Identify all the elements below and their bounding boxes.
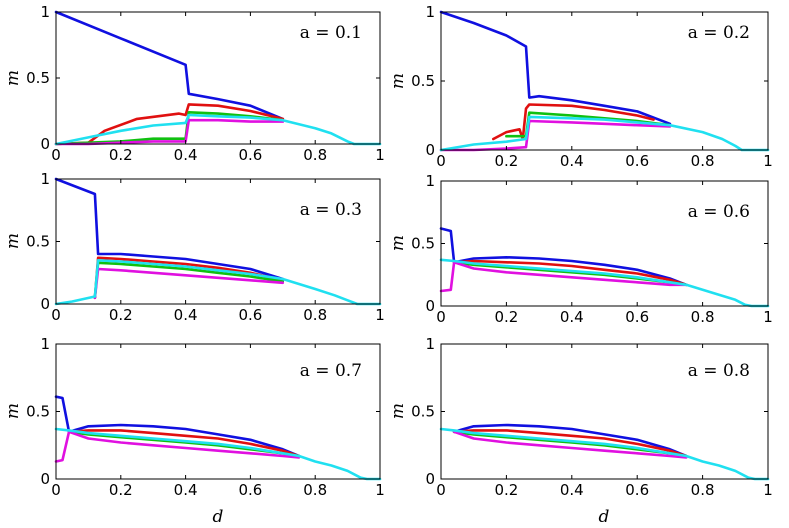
x-tick-label: 0.6 — [238, 481, 262, 499]
x-tick-label: 0.4 — [174, 306, 198, 324]
series-line-red — [93, 256, 285, 300]
x-tick-label: 0.6 — [238, 146, 262, 164]
panel-a-0-3: m 0 0.2 0.4 0.6 0.8 1 0 0.5 1 a = 0.3 — [3, 170, 385, 324]
series-line-cyan — [54, 259, 382, 306]
x-tick-label: 1 — [375, 306, 385, 324]
x-tick-label: 0.8 — [303, 481, 327, 499]
series-line-green — [93, 261, 285, 300]
x-tick-label: 0.8 — [303, 306, 327, 324]
series-line-cyan — [439, 427, 770, 481]
y-tick-label: 0.5 — [411, 235, 435, 253]
y-tick-label: 1 — [425, 3, 435, 21]
series-line-blue — [439, 227, 688, 287]
annotation: a = 0.1 — [300, 23, 362, 43]
y-tick-label: 0 — [40, 135, 50, 153]
series-line-red — [452, 429, 688, 458]
y-tick-label: 0 — [40, 295, 50, 313]
series-line-blue — [54, 395, 301, 458]
x-tick-label: 1 — [763, 481, 773, 499]
series-line-blue — [439, 10, 672, 126]
panel-a-0-2: m 0 0.2 0.4 0.6 0.8 1 0 0.5 1 a = 0.2 — [388, 3, 773, 170]
ylabel: m — [3, 403, 23, 419]
series-line-cyan — [54, 113, 382, 146]
ylabel: m — [388, 235, 408, 251]
series-line-cyan — [439, 115, 770, 152]
series-line-cyan — [54, 427, 382, 481]
series-line-magenta — [452, 430, 688, 459]
series-line-blue — [452, 423, 688, 458]
x-tick-label: 0.6 — [625, 481, 649, 499]
y-tick-label: 1 — [40, 3, 50, 21]
ylabel: m — [3, 70, 23, 86]
series-line-red — [67, 429, 301, 458]
x-tick-label: 0.2 — [494, 152, 518, 170]
y-tick-label: 0.5 — [411, 403, 435, 421]
x-tick-label: 0.2 — [494, 481, 518, 499]
series-line-magenta — [54, 430, 301, 463]
x-tick-label: 0.8 — [691, 308, 715, 326]
x-tick-label: 0.4 — [560, 481, 584, 499]
x-tick-label: 1 — [375, 146, 385, 164]
y-tick-label: 1 — [40, 170, 50, 188]
series-line-red — [452, 259, 688, 287]
x-tick-label: 1 — [375, 481, 385, 499]
x-tick-label: 0.4 — [174, 146, 198, 164]
ylabel: m — [3, 233, 23, 249]
xlabel: d — [599, 507, 610, 527]
panel-a-0-6: m 0 0.2 0.4 0.6 0.8 1 0 0.5 1 a = 0.6 — [388, 172, 773, 326]
x-tick-label: 0 — [51, 306, 61, 324]
axes-box — [440, 180, 769, 307]
panel-a-0-8: m 0 0.2 0.4 0.6 0.8 1 0 0.5 1 a = 0.8 d — [388, 335, 773, 527]
y-tick-label: 1 — [40, 335, 50, 353]
y-tick-label: 0.5 — [26, 69, 50, 87]
panel-a-0-7: m 0 0.2 0.4 0.6 0.8 1 0 0.5 1 a = 0.7 d — [3, 335, 385, 527]
axes-box — [55, 178, 381, 305]
x-tick-label: 0.4 — [560, 308, 584, 326]
y-tick-label: 0.5 — [26, 403, 50, 421]
y-tick-label: 0.5 — [26, 233, 50, 251]
x-tick-label: 0 — [436, 481, 446, 499]
annotation: a = 0.2 — [688, 23, 750, 43]
x-tick-label: 0.6 — [625, 152, 649, 170]
x-tick-label: 0 — [436, 152, 446, 170]
y-tick-label: 0 — [425, 141, 435, 159]
y-tick-label: 1 — [425, 335, 435, 353]
y-tick-label: 0 — [425, 470, 435, 488]
x-tick-label: 0.8 — [691, 152, 715, 170]
y-tick-label: 0.5 — [411, 72, 435, 90]
annotation: a = 0.6 — [688, 202, 750, 222]
panel-a-0-1: m 0 0.2 0.4 0.6 0.8 1 0 0.5 1 a = 0.1 — [3, 3, 385, 164]
xlabel: d — [213, 507, 224, 527]
series-line-magenta — [439, 261, 688, 293]
y-tick-label: 0 — [40, 470, 50, 488]
series-line-blue — [54, 10, 285, 121]
annotation: a = 0.7 — [300, 361, 362, 381]
x-tick-label: 0.8 — [303, 146, 327, 164]
x-tick-label: 0.4 — [174, 481, 198, 499]
series-line-cyan — [439, 258, 770, 308]
series-line-blue — [54, 177, 285, 281]
ylabel: m — [388, 73, 408, 89]
x-tick-label: 1 — [763, 308, 773, 326]
x-tick-label: 0.2 — [109, 146, 133, 164]
x-tick-label: 0 — [51, 481, 61, 499]
x-tick-label: 0 — [436, 308, 446, 326]
x-tick-label: 0.6 — [238, 306, 262, 324]
x-tick-label: 1 — [763, 152, 773, 170]
x-tick-label: 0.4 — [560, 152, 584, 170]
y-tick-label: 1 — [425, 172, 435, 190]
series-line-magenta — [93, 267, 285, 300]
x-tick-label: 0.6 — [625, 308, 649, 326]
annotation: a = 0.3 — [300, 200, 362, 220]
x-tick-label: 0 — [51, 146, 61, 164]
x-tick-label: 0.2 — [109, 306, 133, 324]
series-line-red — [492, 103, 655, 141]
x-tick-label: 0.2 — [494, 308, 518, 326]
x-tick-label: 0.8 — [691, 481, 715, 499]
x-tick-label: 0.2 — [109, 481, 133, 499]
annotation: a = 0.8 — [688, 361, 750, 381]
y-tick-label: 0 — [425, 297, 435, 315]
ylabel: m — [388, 403, 408, 419]
